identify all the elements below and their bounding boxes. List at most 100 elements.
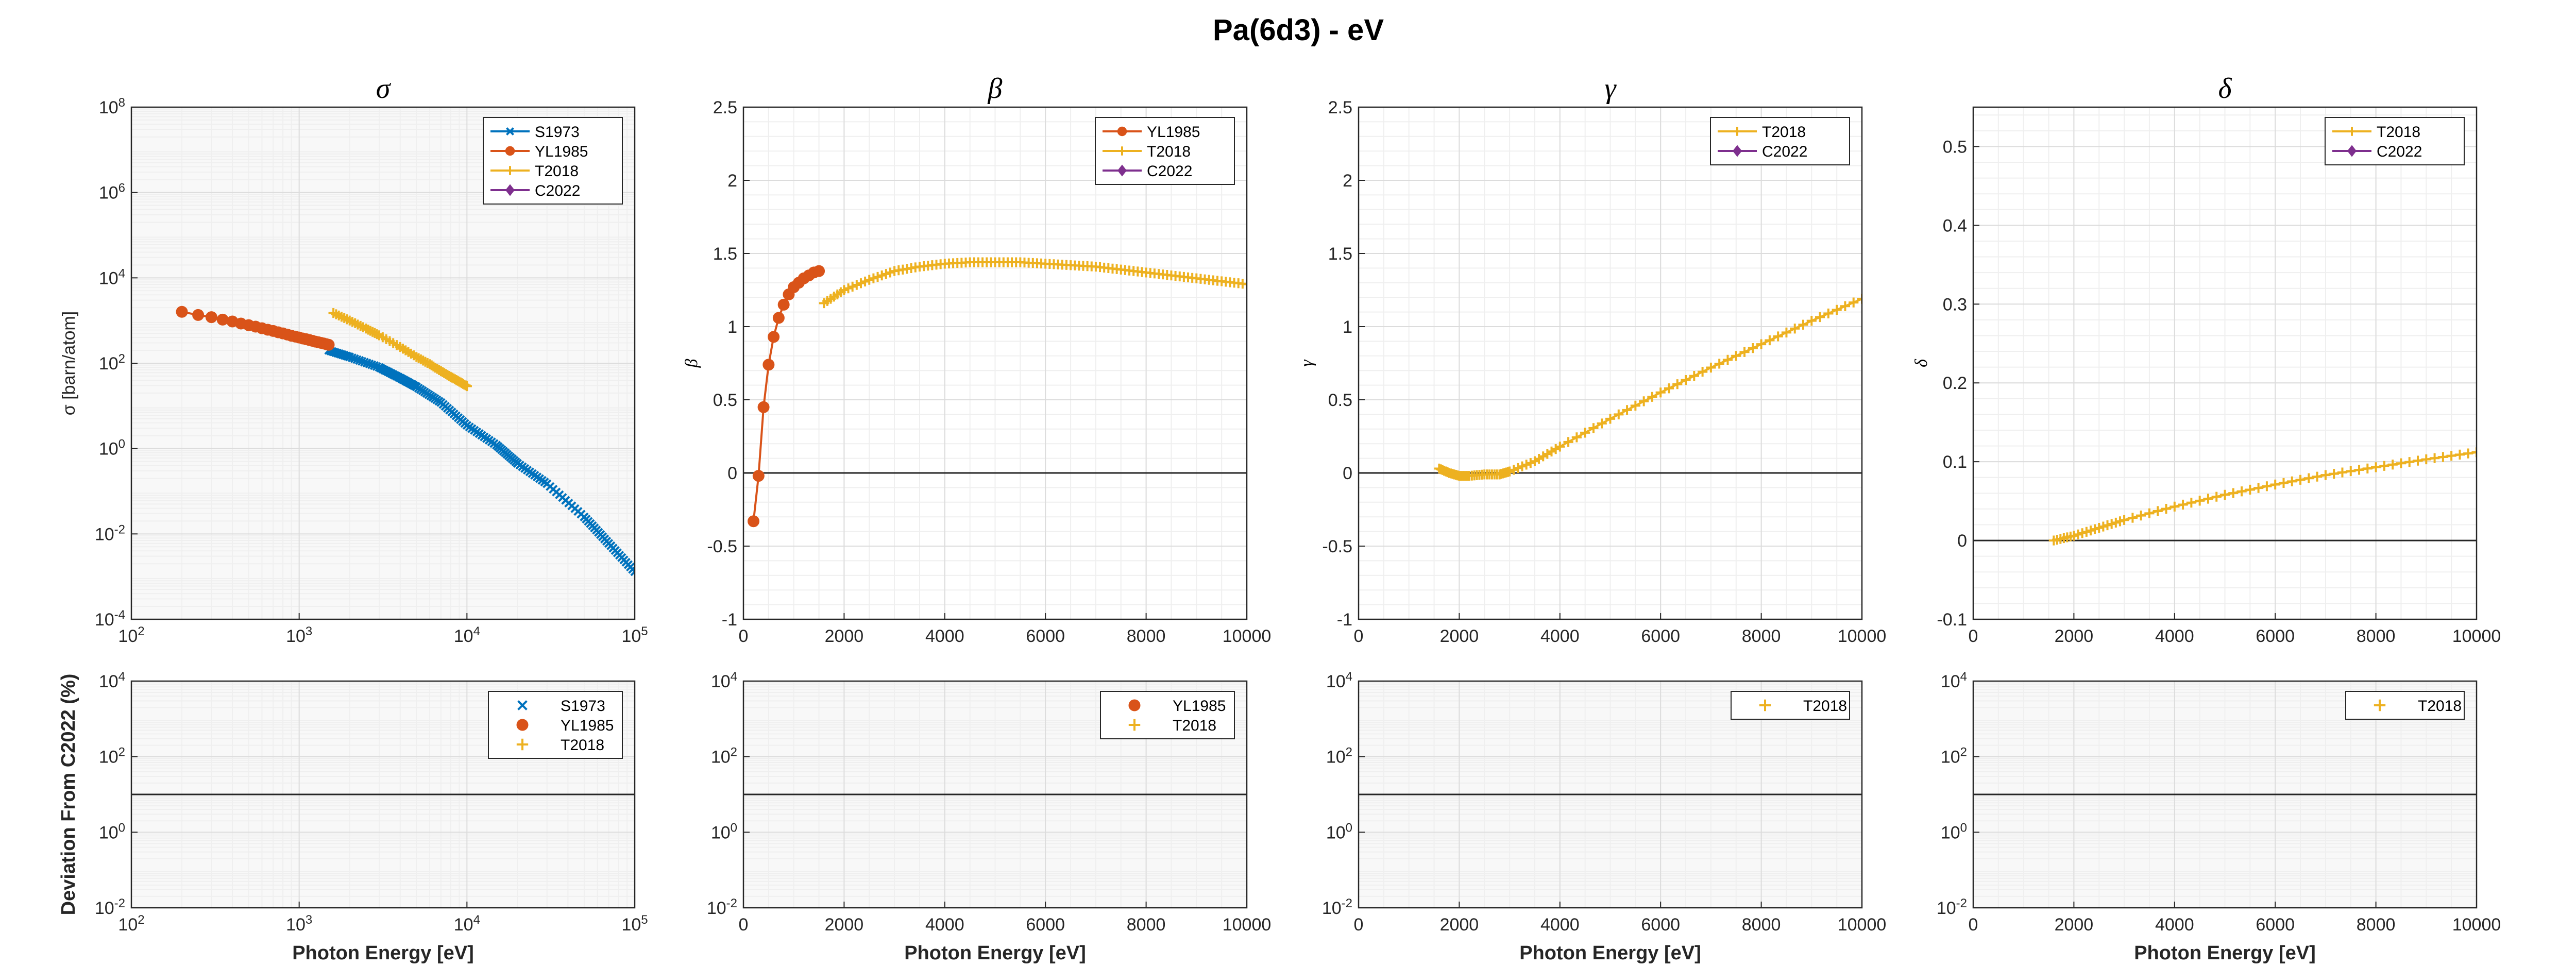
y-tick-label: 0.2 xyxy=(1943,374,1967,393)
data-point-t2018 xyxy=(2371,462,2381,472)
x-tick-label: 10000 xyxy=(1838,915,1887,935)
legend-label-yl1985: YL1985 xyxy=(1173,698,1226,715)
legend-label-c2022: C2022 xyxy=(1762,143,1807,160)
legend-label-s1973: S1973 xyxy=(561,698,605,715)
x-tick-label: 102 xyxy=(118,624,144,647)
data-point-t2018 xyxy=(1815,312,1825,323)
x-tick-label: 8000 xyxy=(1742,626,1781,646)
x-tick-label: 8000 xyxy=(1742,915,1781,935)
y-axis-label: γ xyxy=(1297,359,1316,367)
legend-label-c2022: C2022 xyxy=(1147,163,1192,180)
x-tick-label: 0 xyxy=(739,915,749,935)
legend-box xyxy=(1710,117,1850,165)
x-tick-label: 0 xyxy=(1969,626,1978,646)
data-point-s1973 xyxy=(360,358,369,367)
x-tick-label: 105 xyxy=(621,624,648,647)
x-tick-label: 10000 xyxy=(1223,915,1272,935)
y-tick-label: -0.5 xyxy=(707,537,737,556)
series-t2018 xyxy=(1434,294,1862,481)
x-tick-label: 0 xyxy=(1354,915,1364,935)
data-point-t2018 xyxy=(1655,387,1666,398)
data-point-t2018 xyxy=(2178,499,2188,510)
legend-box xyxy=(488,691,623,759)
data-point-t2018 xyxy=(2387,460,2398,470)
data-point-t2018 xyxy=(1630,400,1640,411)
x-tick-label: 8000 xyxy=(1127,626,1166,646)
y-tick-label: 2 xyxy=(1343,171,1352,191)
y-tick-label: 106 xyxy=(99,181,125,203)
data-point-t2018 xyxy=(1664,383,1674,394)
y-tick-label: 104 xyxy=(711,670,737,692)
y-tick-label: 0.5 xyxy=(1328,391,1352,410)
data-point-t2018 xyxy=(1672,379,1683,389)
x-axis-label: Photon Energy [eV] xyxy=(904,942,1086,964)
data-point-t2018 xyxy=(1849,297,1859,308)
legend: T2018 C2022 xyxy=(1710,117,1850,165)
data-point-t2018 xyxy=(1563,437,1573,447)
data-point-t2018 xyxy=(1588,423,1599,433)
x-tick-label: 8000 xyxy=(1127,915,1166,935)
data-point-t2018 xyxy=(1597,418,1607,429)
y-tick-label: -1 xyxy=(1337,610,1352,630)
data-point-s1973 xyxy=(369,361,379,370)
legend-marker-c2022 xyxy=(2347,145,2357,157)
data-point-t2018 xyxy=(1739,347,1750,357)
data-point-s1973 xyxy=(357,357,367,366)
axes-box xyxy=(1358,106,1863,620)
axes-box xyxy=(742,680,1248,909)
data-point-t2018 xyxy=(2354,465,2364,475)
x-tick-label: 2000 xyxy=(825,915,864,935)
y-tick-label: 0.4 xyxy=(1943,216,1967,235)
legend-marker-c2022 xyxy=(505,184,515,196)
x-tick-label: 104 xyxy=(454,624,480,647)
legend-label-t2018: T2018 xyxy=(561,737,604,754)
y-tick-label: 102 xyxy=(711,745,737,767)
y-tick-label: 0 xyxy=(727,464,737,483)
legend-marker-t2018 xyxy=(2347,127,2357,136)
legend-marker-yl1985 xyxy=(516,719,529,731)
legend-label-yl1985: YL1985 xyxy=(1147,124,1200,141)
panel-sigma: 102 103 104 105 10-4 10-2 100 102 104 106 108 σ σ [b… xyxy=(59,73,648,646)
x-tick-label: 103 xyxy=(286,913,312,935)
data-point-yl1985 xyxy=(205,311,217,324)
series-yl1985 xyxy=(176,306,335,351)
x-tick-label: 2000 xyxy=(1440,915,1479,935)
legend-marker-yl1985 xyxy=(505,146,515,156)
x-tick-label: 8000 xyxy=(2357,915,2396,935)
data-point-yl1985 xyxy=(748,515,760,528)
x-tick-label: 105 xyxy=(621,913,648,935)
data-point-t2018 xyxy=(2253,483,2264,493)
series-s1973 xyxy=(324,346,635,577)
series-t2018 xyxy=(819,257,1247,309)
data-point-t2018 xyxy=(2320,470,2331,480)
legend-marker-yl1985 xyxy=(1128,699,1141,711)
y-tick-label: 0.1 xyxy=(1943,452,1967,472)
x-tick-label: 6000 xyxy=(2256,915,2295,935)
y-axis-label: Deviation From C2022 (%) xyxy=(58,674,79,916)
data-point-t2018 xyxy=(2161,504,2172,514)
legend-marker-t2018 xyxy=(1733,127,1742,136)
data-point-s1973 xyxy=(345,352,354,362)
data-point-t2018 xyxy=(2471,447,2477,457)
data-point-t2018 xyxy=(2136,511,2146,521)
y-axis-label: σ [barn/atom] xyxy=(59,311,79,415)
data-point-t2018 xyxy=(1698,366,1708,377)
data-point-t2018 xyxy=(2337,467,2348,478)
x-tick-label: 4000 xyxy=(925,915,964,935)
x-tick-label: 10000 xyxy=(2452,626,2501,646)
y-tick-label: 0 xyxy=(1957,531,1967,551)
data-point-s1973 xyxy=(365,359,374,368)
data-point-t2018 xyxy=(2396,458,2406,468)
legend-box xyxy=(1731,691,1850,720)
x-tick-label: 4000 xyxy=(2155,915,2194,935)
data-point-t2018 xyxy=(2463,448,2473,459)
x-tick-label: 10000 xyxy=(1223,626,1272,646)
data-point-t2018 xyxy=(1731,351,1741,361)
data-point-t2018 xyxy=(1832,304,1842,315)
legend-box xyxy=(2325,117,2465,165)
legend-label-t2018: T2018 xyxy=(1173,717,1216,734)
legend: T2018 xyxy=(1731,691,1850,720)
y-tick-label: 2.5 xyxy=(713,98,737,117)
